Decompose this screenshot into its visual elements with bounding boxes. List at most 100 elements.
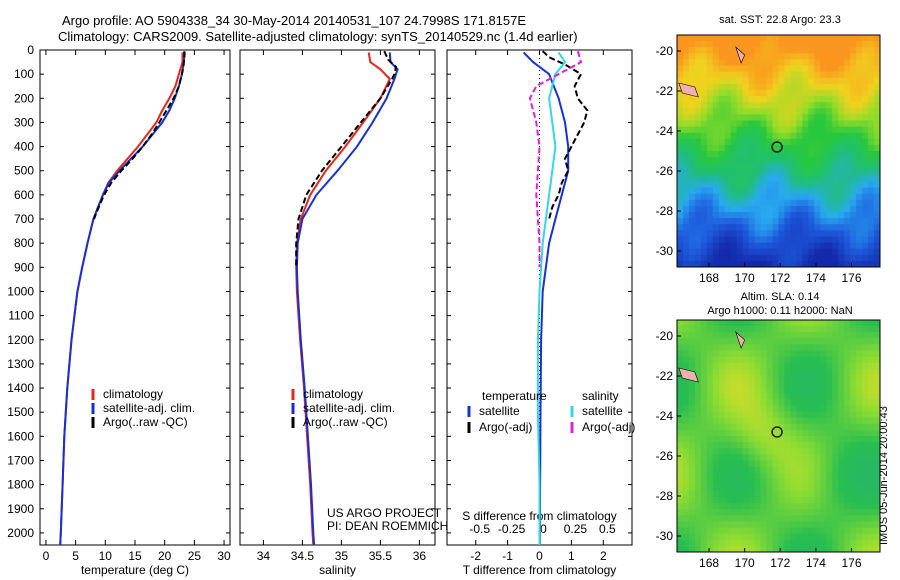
map-cell [844,236,851,243]
map-cell [808,242,815,250]
map-cell [754,187,761,195]
map-cell [862,77,869,85]
map-cell [760,157,767,164]
map-y-tick-label: -26 [656,164,674,178]
map-cell [868,114,875,121]
map-cell [724,515,732,522]
map-cell [826,387,833,394]
map-cell [754,374,761,382]
map-cell [712,77,720,85]
x-tick-label-difference: 2 [600,549,607,563]
map-cell [694,478,702,486]
map-cell [682,515,690,522]
map-cell [820,242,827,250]
map-cell [862,83,869,91]
map-cell [808,521,815,528]
map-cell [772,368,779,376]
map-cell [802,478,809,486]
map-cell [778,490,785,498]
map-cell [862,460,869,467]
map-cell [814,205,821,213]
map-cell [838,356,845,364]
map-cell [820,163,827,170]
map-cell [808,344,815,351]
map-cell [796,460,803,467]
map-cell [844,102,851,109]
map-cell [862,466,869,474]
map-cell [688,120,696,127]
map-cell [814,248,821,256]
map-cell [808,126,815,134]
map-cell [754,175,761,182]
map-cell [742,212,750,219]
map-cell [748,381,756,388]
map-cell [802,368,809,376]
map-cell [784,187,791,195]
map-cell [760,320,767,327]
map-cell [712,460,720,467]
map-cell [784,199,791,207]
map-cell [766,521,773,528]
map-cell [802,212,809,219]
map-cell [790,320,797,327]
map-cell [706,224,714,231]
map-cell [850,254,857,262]
map-cell [772,399,779,406]
map-cell [784,387,791,394]
map-cell [688,326,696,333]
legend-title-salinity: salinity [582,389,619,403]
map-cell [820,545,827,553]
map-cell [724,242,732,250]
map-cell [850,83,857,91]
map-cell [820,417,827,425]
map-cell [856,368,863,376]
map-cell [748,387,756,394]
map-cell [832,144,839,152]
y-tick-label: 300 [14,115,34,129]
map-cell [832,387,839,394]
map-cell [814,102,821,109]
map-cell [677,356,684,364]
series-difference-salinity-argo-adj- [528,50,583,268]
map-cell [754,545,761,553]
map-cell [677,466,684,474]
map-cell [802,460,809,467]
map-cell [832,417,839,425]
map-cell [856,205,863,213]
map-cell [712,35,720,42]
map-cell [874,248,881,256]
project-annotation: US ARGO PROJECT [327,506,442,520]
map-cell [718,509,726,516]
map-cell [850,533,857,541]
map-cell [844,356,851,364]
map-cell [868,368,875,376]
map-cell [862,338,869,345]
map-cell [808,53,815,60]
map-cell [802,429,809,437]
map-cell [844,89,851,97]
map-cell [802,399,809,406]
map-cell [808,442,815,449]
map-cell [820,199,827,207]
map-cell [754,478,761,486]
map-cell [850,429,857,437]
map-cell [724,350,732,358]
map-cell [832,199,839,207]
map-cell [754,102,761,109]
map-cell [856,193,863,201]
map-cell [706,527,714,535]
map-cell [874,527,881,535]
map-cell [748,65,756,73]
map-cell [677,89,684,97]
map-cell [754,218,761,225]
map-cell [844,71,851,79]
map-cell [796,545,803,553]
map-x-tick-label: 172 [770,556,790,570]
map-cell [712,448,720,455]
map-cell [874,350,881,358]
map-cell [820,181,827,189]
map-cell [688,344,696,351]
map-cell [850,411,857,419]
map-cell [838,212,845,219]
map-cell [748,212,756,219]
